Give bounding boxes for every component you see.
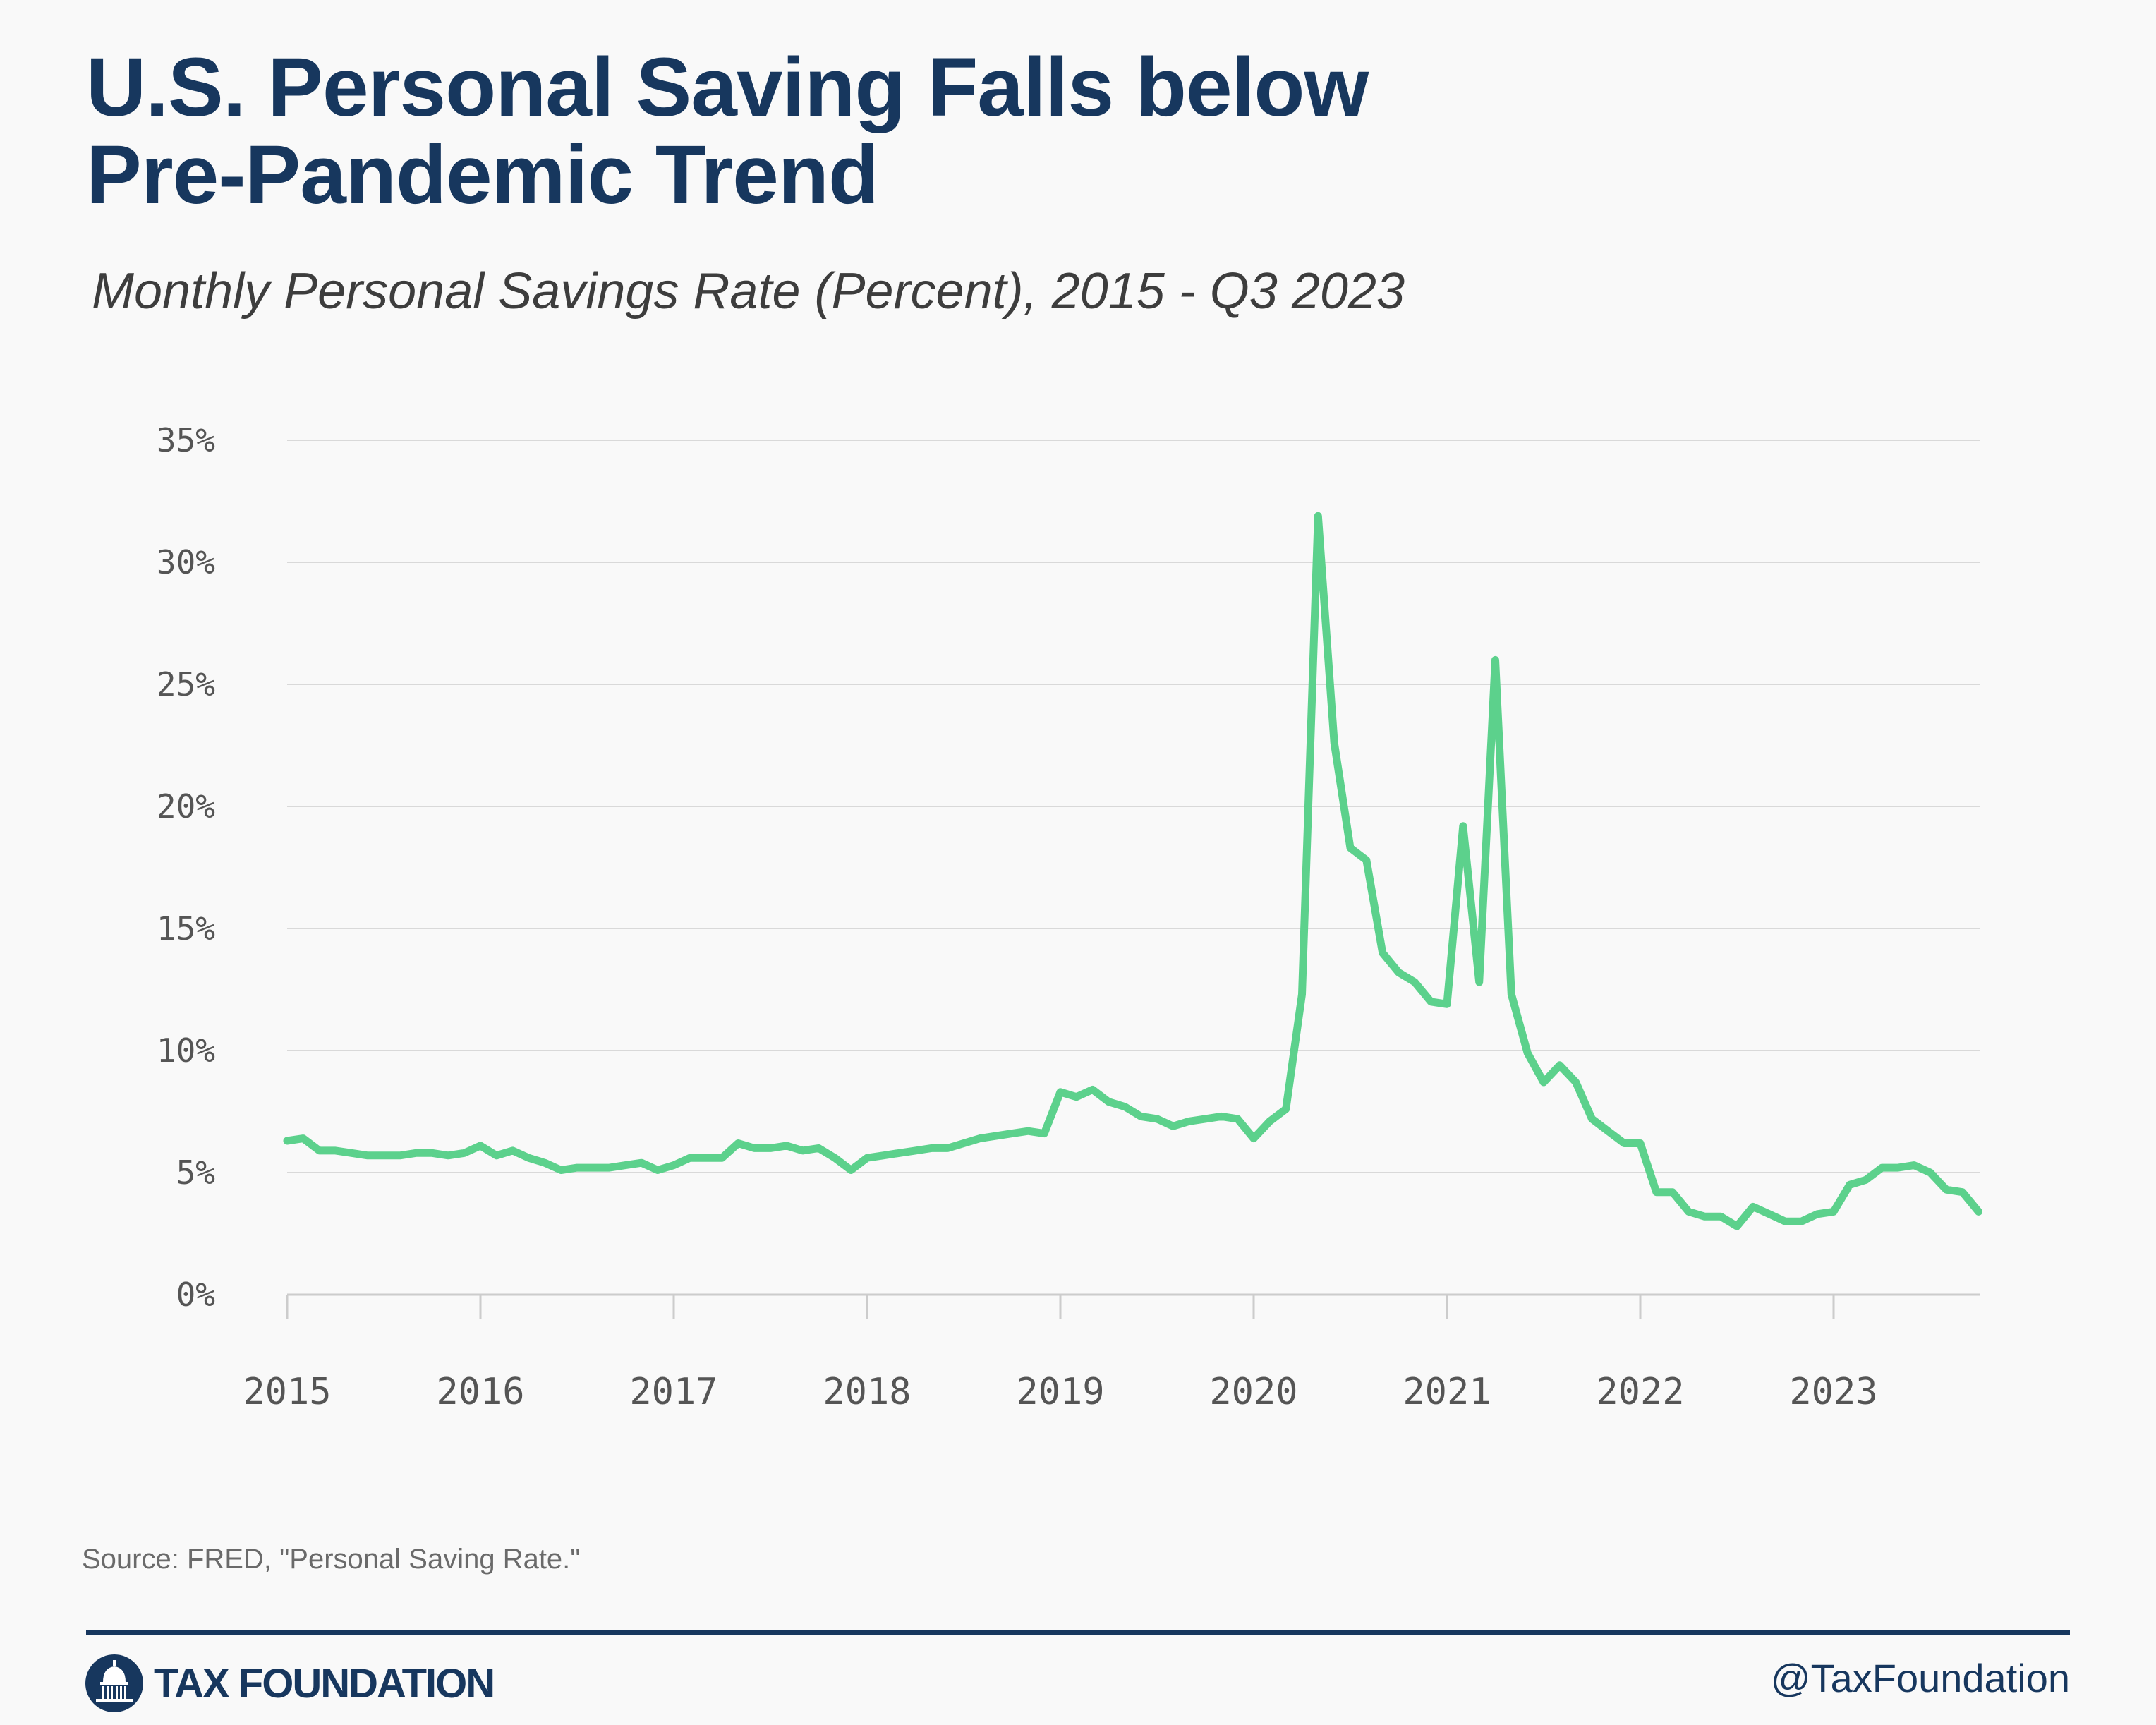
y-tick-label: 30% xyxy=(157,543,215,581)
gridlines xyxy=(287,440,1980,1296)
brand-name: TAX FOUNDATION xyxy=(154,1660,495,1707)
title-line-1: U.S. Personal Saving Falls below xyxy=(86,41,1369,134)
y-tick-label: 15% xyxy=(157,909,215,948)
y-tick-label: 35% xyxy=(157,421,215,459)
savings-rate-chart: 0%5%10%15%20%25%30%35% 2015 2016 2017 2018 2… xyxy=(157,421,1982,1413)
x-tick-label: 2019 xyxy=(1016,1371,1104,1413)
y-tick-label: 10% xyxy=(157,1031,215,1070)
y-tick-label: 5% xyxy=(176,1154,215,1192)
x-tick-label: 2020 xyxy=(1209,1371,1297,1413)
capitol-dome-icon xyxy=(85,1654,143,1712)
footer-divider xyxy=(86,1630,2070,1635)
y-tick-label: 0% xyxy=(176,1276,215,1314)
y-tick-label: 25% xyxy=(157,665,215,703)
tax-foundation-logo[interactable]: TAX FOUNDATION xyxy=(85,1650,495,1717)
x-tick-label: 2017 xyxy=(629,1371,717,1413)
y-axis-ticks: 0% 5% 10% 15% 20% 25% 30% 35% xyxy=(157,421,215,1314)
chart-subtitle: Monthly Personal Savings Rate (Percent),… xyxy=(92,263,1405,320)
x-tick-label: 2022 xyxy=(1596,1371,1684,1413)
title-line-2: Pre-Pandemic Trend xyxy=(86,128,879,222)
series-line-savings-rate xyxy=(283,512,1982,1230)
page-title: U.S. Personal Saving Falls below Pre-Pan… xyxy=(86,44,1709,219)
series-layer xyxy=(283,512,1982,1230)
x-tick-label: 2016 xyxy=(436,1371,524,1413)
y-tick-label: 20% xyxy=(157,787,215,825)
x-tick-label: 2023 xyxy=(1789,1371,1877,1413)
x-axis: 2015 2016 2017 2018 2019 2020 2021 2022 2023 xyxy=(243,1295,1878,1413)
x-tick-label: 2021 xyxy=(1403,1371,1491,1413)
source-note: Source: FRED, "Personal Saving Rate." xyxy=(82,1544,581,1575)
x-tick-label: 2018 xyxy=(823,1371,911,1413)
twitter-handle[interactable]: @TaxFoundation xyxy=(1770,1656,2070,1700)
x-tick-label: 2015 xyxy=(243,1371,331,1413)
